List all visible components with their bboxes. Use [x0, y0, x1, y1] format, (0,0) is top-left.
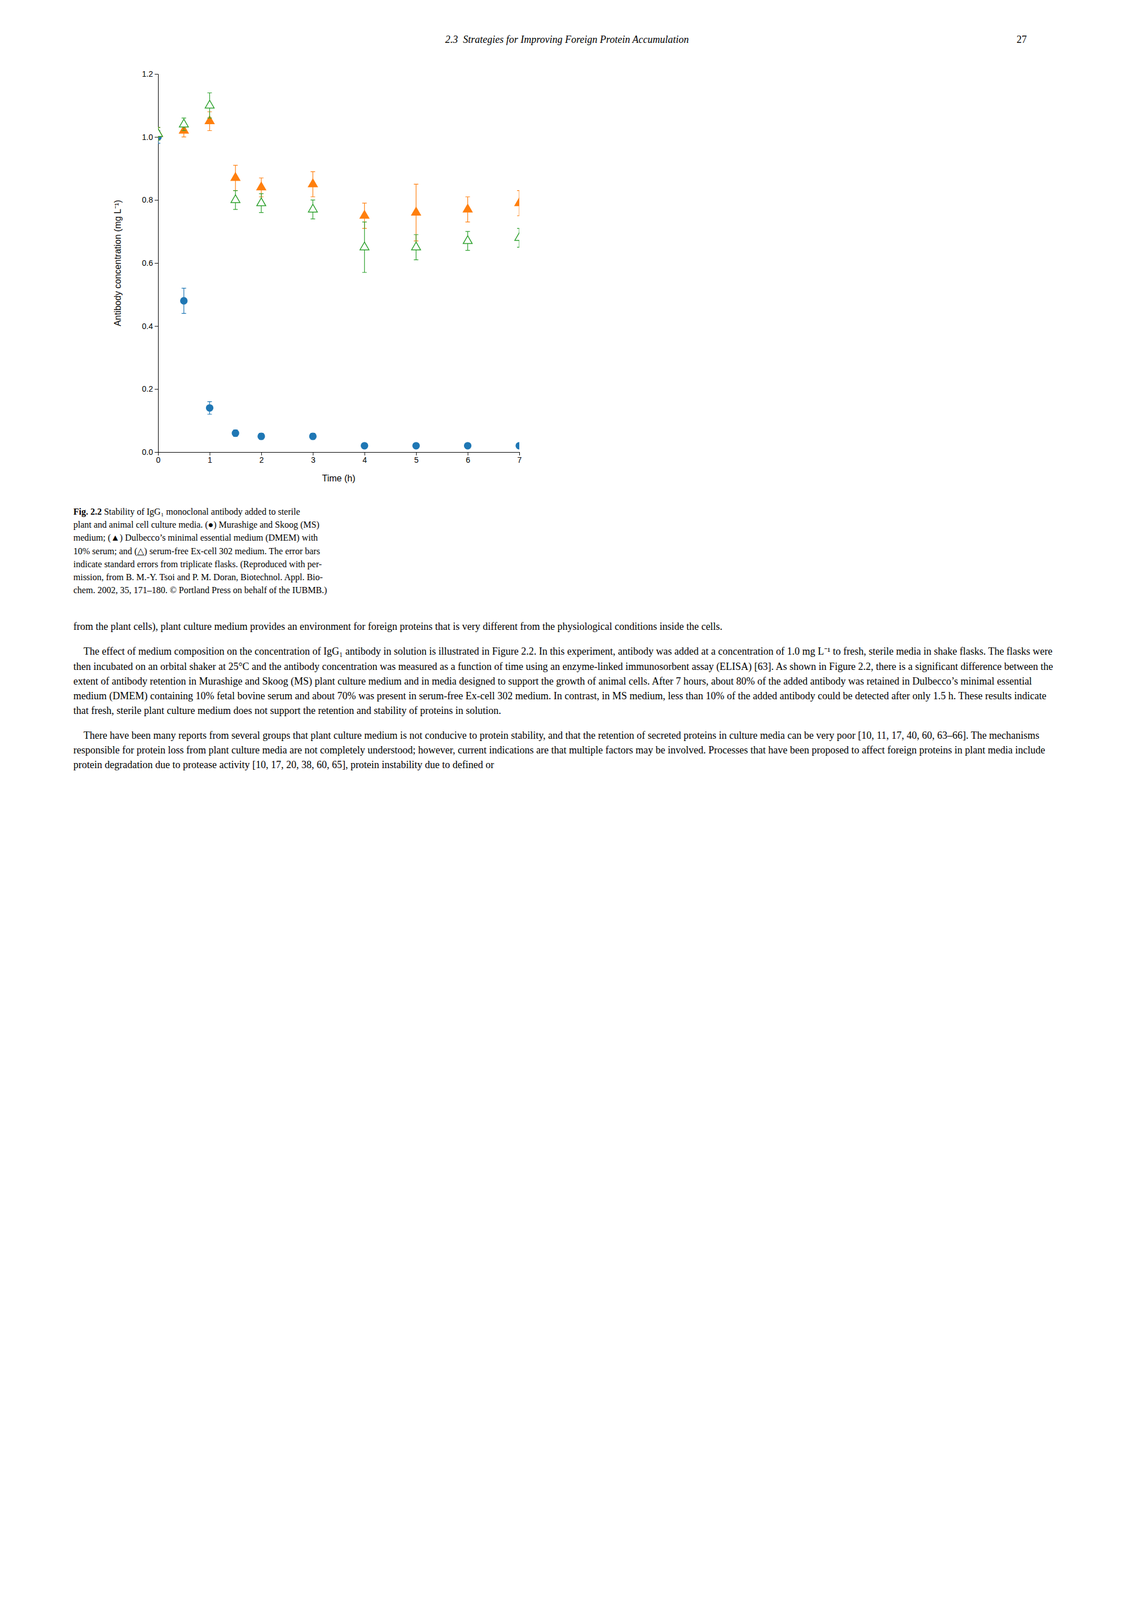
body-paragraph: The effect of medium composition on the … [73, 644, 1056, 718]
header: 2.3 Strategies for Improving Foreign Pro… [73, 33, 1061, 46]
x-tick: 7 [517, 452, 523, 465]
point [204, 100, 214, 109]
caption-text: indicate standard errors from triplicate… [73, 559, 322, 569]
series [158, 130, 520, 450]
y-tick: 0.6 [142, 258, 159, 268]
y-tick-mark [154, 452, 159, 453]
caption-label: Fig. 2.2 [73, 506, 102, 517]
series [158, 111, 520, 242]
point [256, 182, 266, 191]
point [257, 432, 265, 440]
body-paragraph: There have been many reports from severa… [73, 728, 1056, 773]
y-tick-label: 1.2 [142, 69, 154, 79]
body-paragraph: from the plant cells), plant culture med… [73, 619, 1056, 634]
point [515, 442, 520, 450]
caption-text: medium; (▲) Dulbecco’s minimal essential… [73, 532, 318, 543]
caption-line: chem. 2002, 35, 171–180. © Portland Pres… [73, 583, 1061, 597]
y-tick-label: 0.0 [142, 447, 154, 457]
page-number: 27 [1016, 33, 1027, 46]
y-tick-mark [154, 137, 159, 138]
point [308, 204, 318, 213]
y-axis: 0.0 0.2 0.4 0.6 0.8 1.0 1.2 [142, 69, 159, 457]
point [231, 430, 239, 437]
x-tick-label: 5 [414, 455, 419, 465]
header-title: 2.3 Strategies for Improving Foreign Pro… [445, 33, 690, 46]
y-tick-label: 0.2 [142, 384, 154, 394]
point [158, 128, 163, 137]
y-tick-mark [154, 388, 159, 390]
y-tick: 0.4 [142, 321, 159, 331]
caption-line: mission, from B. M.-Y. Tsoi and P. M. Do… [73, 570, 1061, 584]
caption-line: plant and animal cell culture media. (●)… [73, 518, 1061, 532]
x-tick-label: 6 [465, 455, 471, 465]
y-tick-mark [154, 199, 159, 201]
y-tick-label: 0.4 [142, 321, 154, 331]
caption-text: 10% serum; and (△) serum-free Ex-cell 30… [73, 546, 321, 556]
y-tick: 0.0 [142, 447, 159, 457]
y-tick: 0.8 [142, 195, 159, 205]
y-tick-mark [154, 73, 159, 75]
caption-text: Stability of IgG₁ monoclonal antibody ad… [103, 506, 300, 517]
plot: 0 1 2 3 4 5 6 7 0.0 0.2 0.4 0.6 0.8 1.0 1.2 [142, 69, 524, 465]
point [411, 242, 421, 251]
y-axis-title: Antibody concentration (mg L⁻¹) [112, 199, 123, 327]
x-axis-title: Time (h) [322, 473, 356, 484]
point [360, 242, 370, 251]
y-tick-mark [154, 326, 159, 327]
point [256, 198, 266, 207]
caption-text: mission, from B. M.-Y. Tsoi and P. M. Do… [73, 572, 323, 582]
x-axis: 0 1 2 3 4 5 6 7 [156, 452, 523, 465]
x-tick-label: 4 [362, 455, 367, 465]
point [158, 128, 163, 137]
x-tick: 0 [156, 452, 161, 465]
caption-line: Fig. 2.2 Stability of IgG₁ monoclonal an… [73, 505, 1061, 519]
point [230, 194, 240, 203]
y-tick-label: 1.0 [142, 132, 154, 142]
point [180, 297, 188, 305]
x-tick: 3 [311, 452, 316, 465]
y-tick-mark [154, 263, 159, 264]
marks [158, 93, 520, 450]
point [206, 404, 214, 412]
caption: Fig. 2.2 Stability of IgG₁ monoclonal an… [73, 505, 1061, 597]
point [412, 442, 420, 450]
y-tick: 1.2 [142, 69, 159, 79]
point [411, 207, 421, 216]
point [464, 442, 472, 450]
point [361, 442, 369, 450]
y-axis-line [154, 74, 159, 453]
x-tick-label: 2 [259, 455, 264, 465]
caption-line: indicate standard errors from triplicate… [73, 557, 1061, 571]
point [514, 232, 520, 241]
chart-svg: 0 1 2 3 4 5 6 7 0.0 0.2 0.4 0.6 0.8 1.0 1.2 Time (h) Ant… [107, 62, 537, 492]
point [309, 432, 317, 440]
x-tick: 2 [259, 452, 264, 465]
x-tick-label: 0 [156, 455, 161, 465]
point [463, 235, 473, 244]
x-tick-label: 1 [207, 455, 213, 465]
point [463, 204, 473, 213]
chart: 0 1 2 3 4 5 6 7 0.0 0.2 0.4 0.6 0.8 1.0 1.2 Time (h) Ant… [107, 62, 1061, 494]
x-tick: 1 [207, 452, 213, 465]
caption-text: chem. 2002, 35, 171–180. © Portland Pres… [73, 585, 327, 595]
caption-text: plant and animal cell culture media. (●)… [73, 519, 320, 530]
y-tick: 1.0 [142, 132, 159, 142]
caption-line: 10% serum; and (△) serum-free Ex-cell 30… [73, 544, 1061, 558]
series [158, 93, 520, 273]
page: 2.3 Strategies for Improving Foreign Pro… [0, 0, 1134, 817]
x-tick-label: 3 [311, 455, 316, 465]
point [308, 178, 318, 187]
point [514, 198, 520, 207]
x-tick: 5 [414, 452, 419, 465]
x-tick: 6 [465, 452, 471, 465]
x-tick-label: 7 [517, 455, 523, 465]
y-tick-label: 0.8 [142, 195, 154, 205]
y-tick-label: 0.6 [142, 258, 154, 268]
point [230, 172, 240, 181]
point [179, 119, 189, 128]
y-tick: 0.2 [142, 384, 159, 394]
point [360, 210, 370, 219]
x-tick: 4 [362, 452, 367, 465]
caption-line: medium; (▲) Dulbecco’s minimal essential… [73, 531, 1061, 545]
